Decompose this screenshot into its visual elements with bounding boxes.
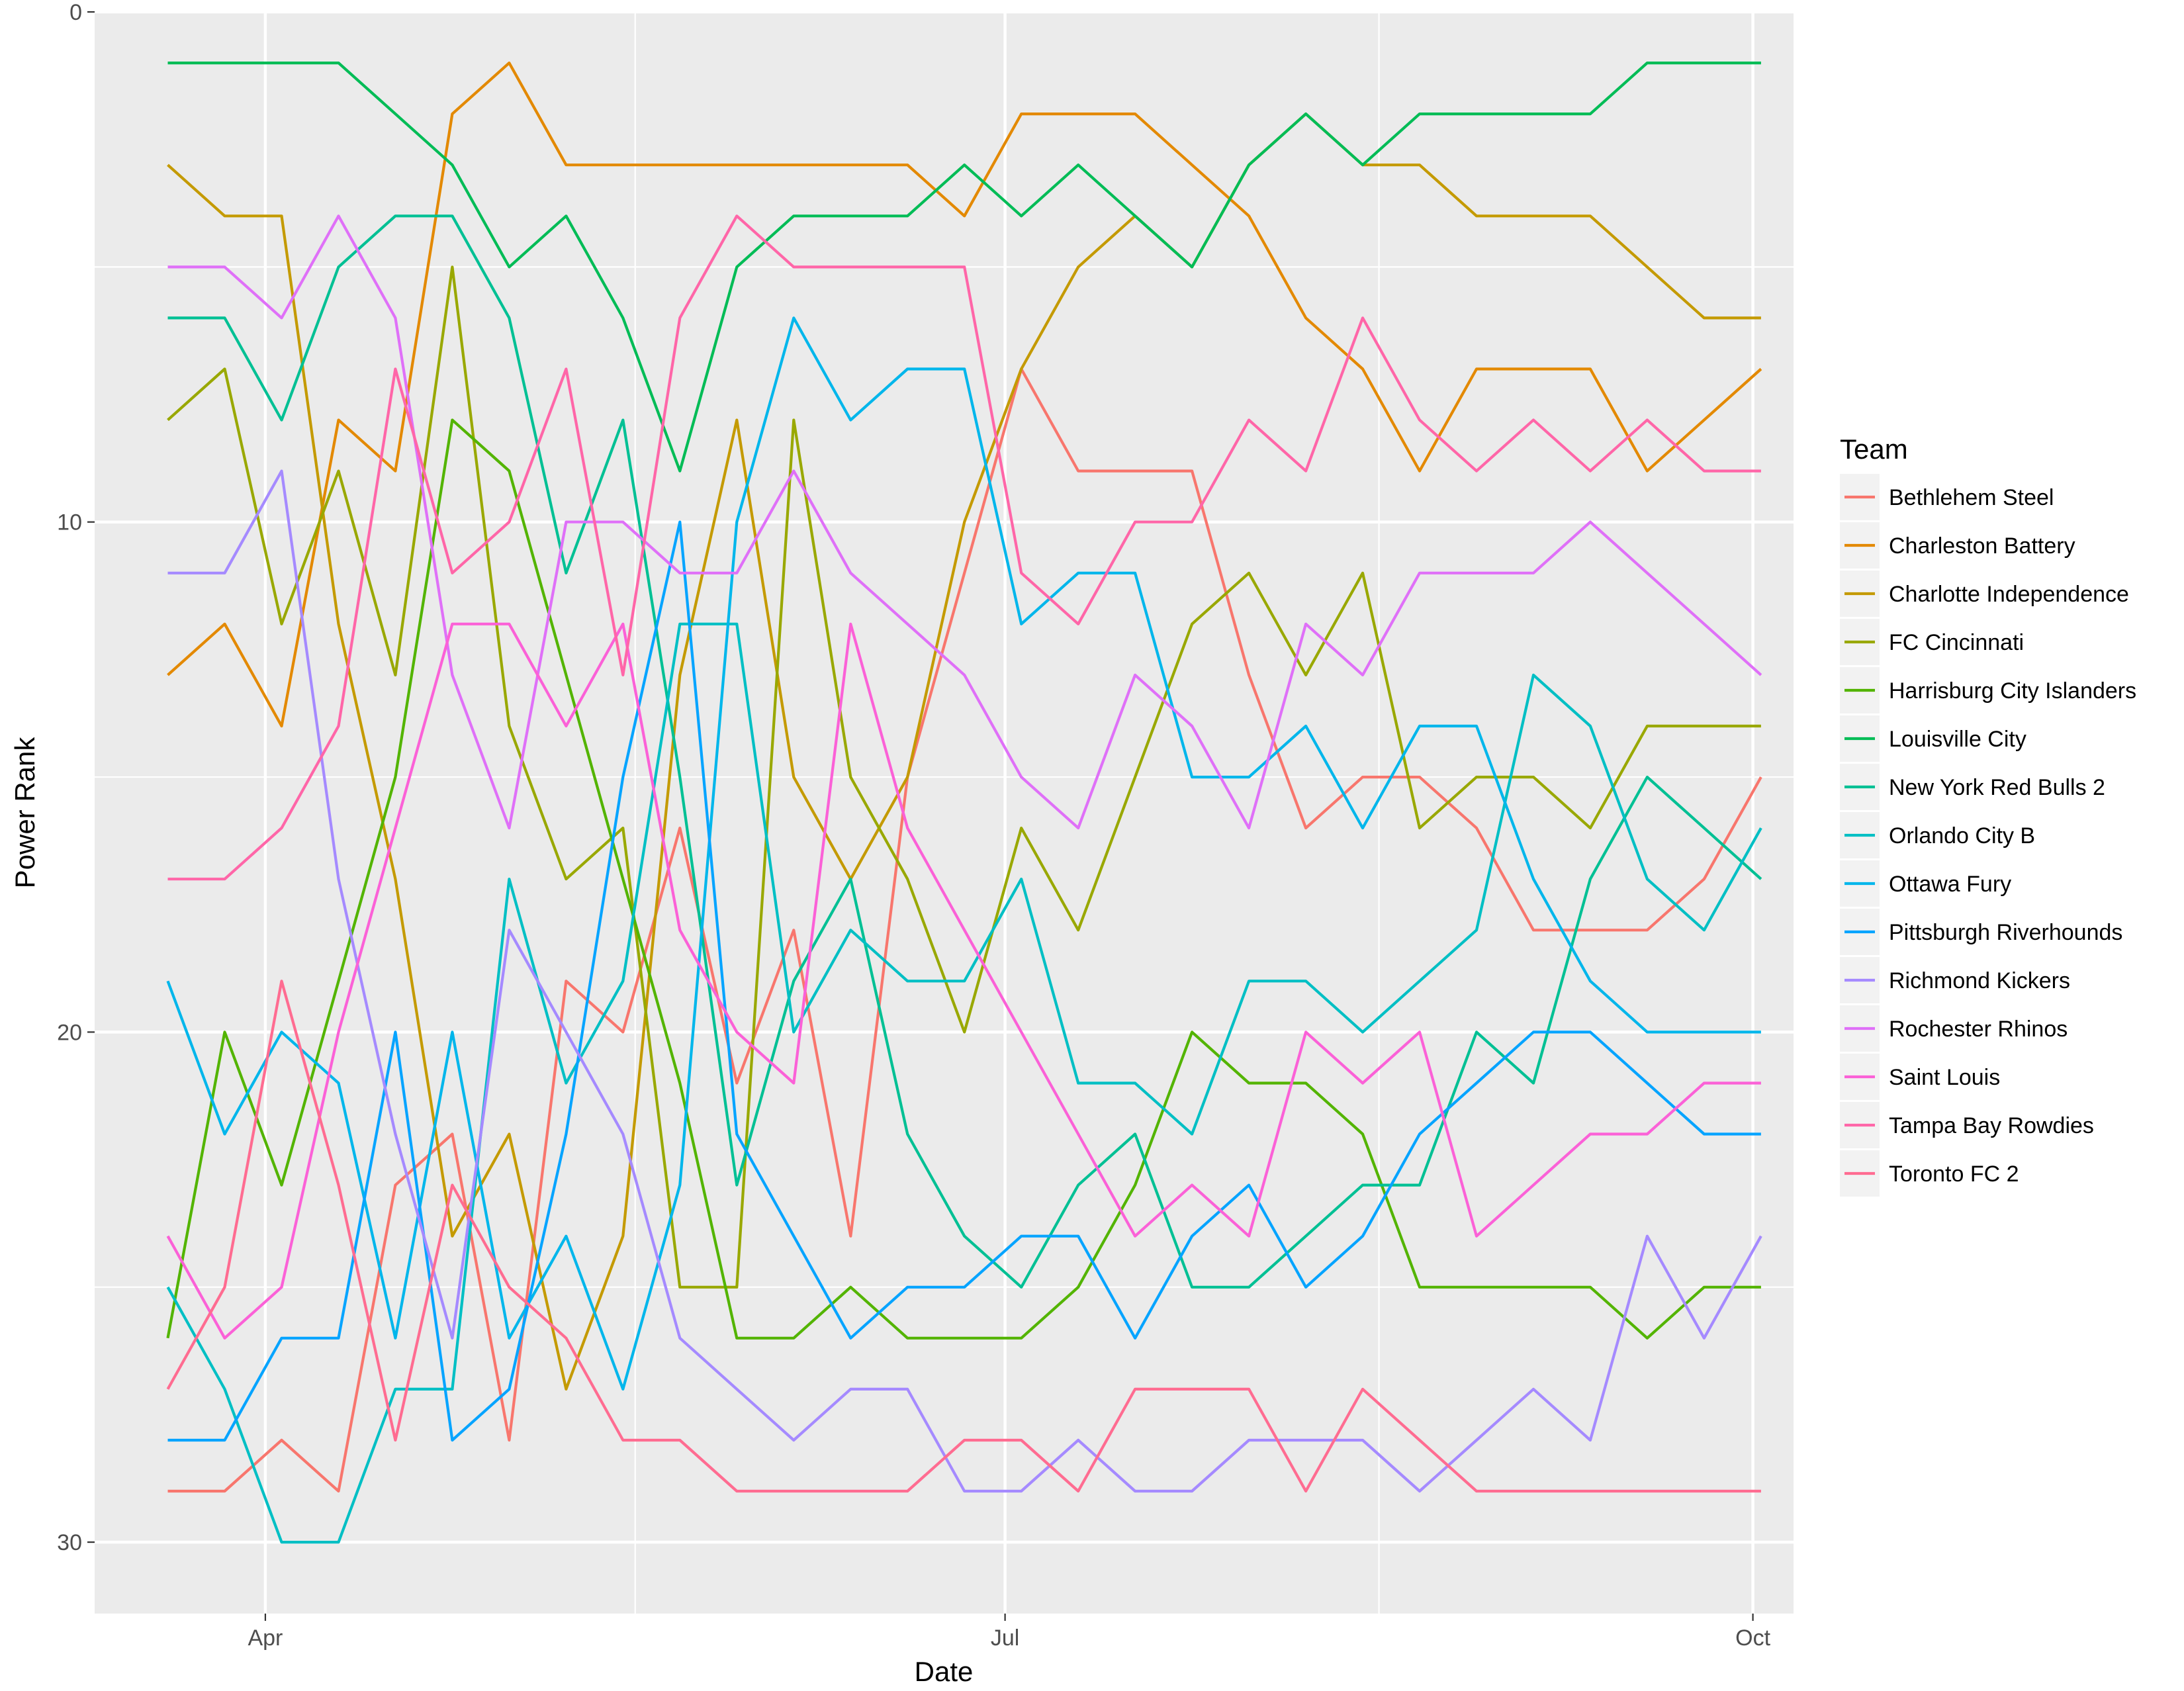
legend-title: Team	[1840, 434, 1908, 465]
legend: Team Bethlehem Steel Charleston Battery Ch…	[1840, 434, 2136, 1197]
series-line-harrisburg-city-islanders	[166, 418, 1761, 1340]
major-gridlines	[95, 10, 1794, 1614]
series-line-charlotte-independence	[167, 113, 1761, 1391]
legend-label-new-york-red-bulls-2: New York Red Bulls 2	[1889, 775, 2105, 800]
series-line-toronto-fc-2	[166, 980, 1761, 1493]
series-line-pittsburgh-riverhounds	[167, 520, 1761, 1442]
legend-label-louisville-city: Louisville City	[1889, 727, 2026, 752]
legend-label-richmond-kickers: Richmond Kickers	[1889, 968, 2070, 993]
y-axis-title: Power Rank	[9, 737, 40, 889]
series-line-charleston-battery	[167, 61, 1762, 728]
legend-label-charleston-battery: Charleston Battery	[1889, 533, 2075, 559]
series-line-ottawa-fury	[166, 316, 1761, 1391]
legend-items: Bethlehem Steel Charleston Battery Charlot…	[1840, 474, 2136, 1197]
legend-label-fc-cincinnati: FC Cincinnati	[1889, 630, 2024, 655]
legend-label-charlotte-independence: Charlotte Independence	[1889, 582, 2129, 607]
series-line-orlando-city-b	[166, 622, 1762, 1544]
x-tick-label: Apr	[248, 1625, 283, 1651]
legend-label-bethlehem-steel: Bethlehem Steel	[1889, 485, 2054, 510]
legend-label-tampa-bay-rowdies: Tampa Bay Rowdies	[1889, 1113, 2094, 1138]
legend-label-rochester-rhinos: Rochester Rhinos	[1889, 1017, 2068, 1042]
series-line-new-york-red-bulls-2	[167, 214, 1762, 1289]
x-tick-label: Oct	[1735, 1625, 1770, 1651]
legend-label-saint-louis: Saint Louis	[1889, 1065, 2000, 1090]
y-tick-label: 10	[57, 510, 82, 535]
series-line-tampa-bay-rowdies	[167, 214, 1761, 881]
series-line-louisville-city	[167, 61, 1761, 473]
legend-label-orlando-city-b: Orlando City B	[1889, 823, 2035, 848]
series-line-rochester-rhinos	[167, 214, 1762, 830]
legend-label-toronto-fc-2: Toronto FC 2	[1889, 1162, 2019, 1187]
y-tick-label: 30	[57, 1530, 82, 1555]
legend-label-pittsburgh-riverhounds: Pittsburgh Riverhounds	[1889, 920, 2122, 945]
y-axis: 0 10 20 30	[57, 0, 95, 1555]
x-axis-title: Date	[915, 1656, 974, 1687]
plot-panel	[95, 12, 1794, 1614]
series-lines	[166, 61, 1762, 1544]
y-tick-label: 20	[57, 1020, 82, 1045]
x-axis: Apr Jul Oct	[248, 1614, 1771, 1651]
legend-label-ottawa-fury: Ottawa Fury	[1889, 872, 2011, 897]
x-tick-label: Jul	[991, 1625, 1019, 1651]
series-line-saint-louis	[166, 622, 1761, 1340]
y-tick-label: 0	[69, 0, 82, 25]
legend-label-harrisburg-city-islanders: Harrisburg City Islanders	[1889, 678, 2136, 704]
series-line-bethlehem-steel	[167, 367, 1762, 1493]
